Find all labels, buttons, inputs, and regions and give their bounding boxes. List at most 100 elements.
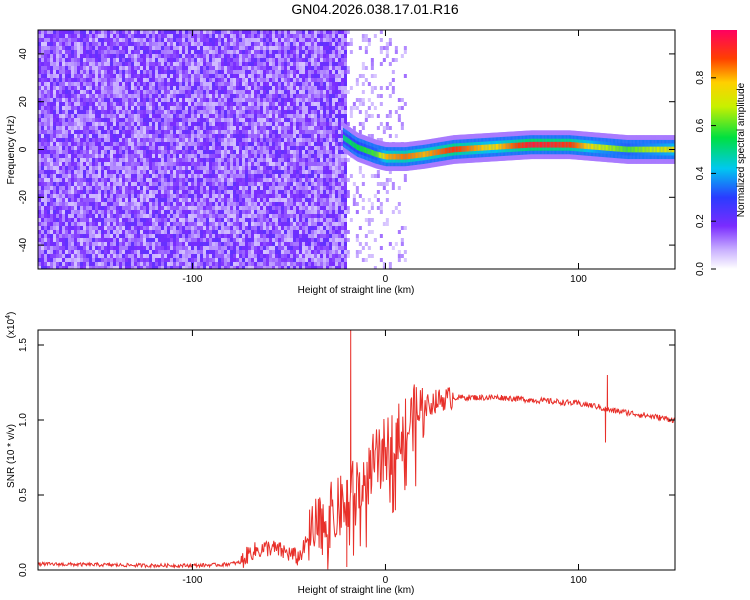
heatmap-cell	[239, 138, 242, 142]
heatmap-cell	[257, 114, 260, 118]
heatmap-cell	[68, 90, 71, 94]
heatmap-cell	[143, 174, 146, 178]
heatmap-cell	[131, 34, 134, 38]
heatmap-cell	[113, 114, 116, 118]
heatmap-cell	[89, 234, 92, 238]
heatmap-cell	[224, 182, 227, 186]
heatmap-cell	[269, 146, 272, 150]
heatmap-cell	[236, 198, 239, 202]
heatmap-cell	[164, 258, 167, 262]
heatmap-cell	[155, 226, 158, 230]
heatmap-cell	[221, 122, 224, 126]
heatmap-cell	[38, 150, 41, 154]
heatmap-cell	[248, 74, 251, 78]
heatmap-cell	[227, 50, 230, 54]
heatmap-cell	[122, 114, 125, 118]
heatmap-cell	[113, 226, 116, 230]
heatmap-cell	[230, 126, 233, 130]
heatmap-cell	[152, 142, 155, 146]
heatmap-cell	[284, 158, 287, 162]
heatmap-cell	[110, 198, 113, 202]
heatmap-cell	[146, 250, 149, 254]
heatmap-cell	[242, 158, 245, 162]
heatmap-cell	[122, 246, 125, 250]
heatmap-cell	[77, 154, 80, 158]
heatmap-cell	[251, 134, 254, 138]
heatmap-cell	[248, 134, 251, 138]
heatmap-cell	[86, 158, 89, 162]
heatmap-cell	[116, 190, 119, 194]
heatmap-cell	[239, 82, 242, 86]
heatmap-cell	[272, 194, 275, 198]
heatmap-cell	[233, 98, 236, 102]
heatmap-cell	[206, 258, 209, 262]
heatmap-cell	[164, 38, 167, 42]
heatmap-cell	[173, 210, 176, 214]
heatmap-cell	[158, 82, 161, 86]
heatmap-cell	[167, 34, 170, 38]
heatmap-cell	[173, 230, 176, 234]
heatmap-cell	[44, 34, 47, 38]
heatmap-cell	[182, 82, 185, 86]
heatmap-cell	[200, 266, 203, 269]
heatmap-cell	[155, 94, 158, 98]
heatmap-cell	[83, 142, 86, 146]
heatmap-cell	[236, 30, 239, 34]
heatmap-cell	[86, 94, 89, 98]
heatmap-cell	[47, 38, 50, 42]
heatmap-cell	[182, 94, 185, 98]
heatmap-cell	[266, 226, 269, 230]
heatmap-cell	[68, 50, 71, 54]
heatmap-cell	[227, 230, 230, 234]
heatmap-cell	[200, 198, 203, 202]
heatmap-cell	[107, 30, 110, 34]
heatmap-cell	[65, 162, 68, 166]
heatmap-cell	[44, 130, 47, 134]
heatmap-cell	[65, 102, 68, 106]
heatmap-cell	[266, 206, 269, 210]
heatmap-cell	[194, 150, 197, 154]
heatmap-cell	[278, 226, 281, 230]
heatmap-cell	[128, 134, 131, 138]
heatmap-cell	[143, 170, 146, 174]
heatmap-cell	[182, 246, 185, 250]
heatmap-cell	[38, 198, 41, 202]
heatmap-cell	[101, 54, 104, 58]
heatmap-cell	[56, 258, 59, 262]
heatmap-cell	[92, 34, 95, 38]
heatmap-cell	[143, 70, 146, 74]
heatmap-cell	[278, 210, 281, 214]
heatmap-cell	[86, 86, 89, 90]
heatmap-cell	[263, 106, 266, 110]
heatmap-cell	[251, 194, 254, 198]
heatmap-cell	[269, 230, 272, 234]
heatmap-cell	[104, 70, 107, 74]
heatmap-cell	[242, 70, 245, 74]
heatmap-cell	[122, 122, 125, 126]
heatmap-cell	[260, 254, 263, 258]
heatmap-cell	[179, 122, 182, 126]
heatmap-cell	[143, 162, 146, 166]
heatmap-cell	[89, 82, 92, 86]
heatmap-cell	[101, 182, 104, 186]
heatmap-cell	[206, 162, 209, 166]
heatmap-cell	[260, 54, 263, 58]
heatmap-cell	[80, 106, 83, 110]
heatmap-cell	[116, 202, 119, 206]
heatmap-cell	[215, 246, 218, 250]
heatmap-cell	[131, 46, 134, 50]
heatmap-cell	[44, 94, 47, 98]
heatmap-cell	[215, 134, 218, 138]
heatmap-cell	[95, 258, 98, 262]
heatmap-cell	[68, 130, 71, 134]
heatmap-cell	[242, 198, 245, 202]
heatmap-cell	[227, 154, 230, 158]
heatmap-cell	[47, 254, 50, 258]
heatmap-cell	[269, 66, 272, 70]
heatmap-cell	[41, 50, 44, 54]
heatmap-cell	[122, 162, 125, 166]
heatmap-cell	[236, 110, 239, 114]
heatmap-cell	[254, 146, 257, 150]
heatmap-cell	[278, 98, 281, 102]
heatmap-cell	[65, 94, 68, 98]
